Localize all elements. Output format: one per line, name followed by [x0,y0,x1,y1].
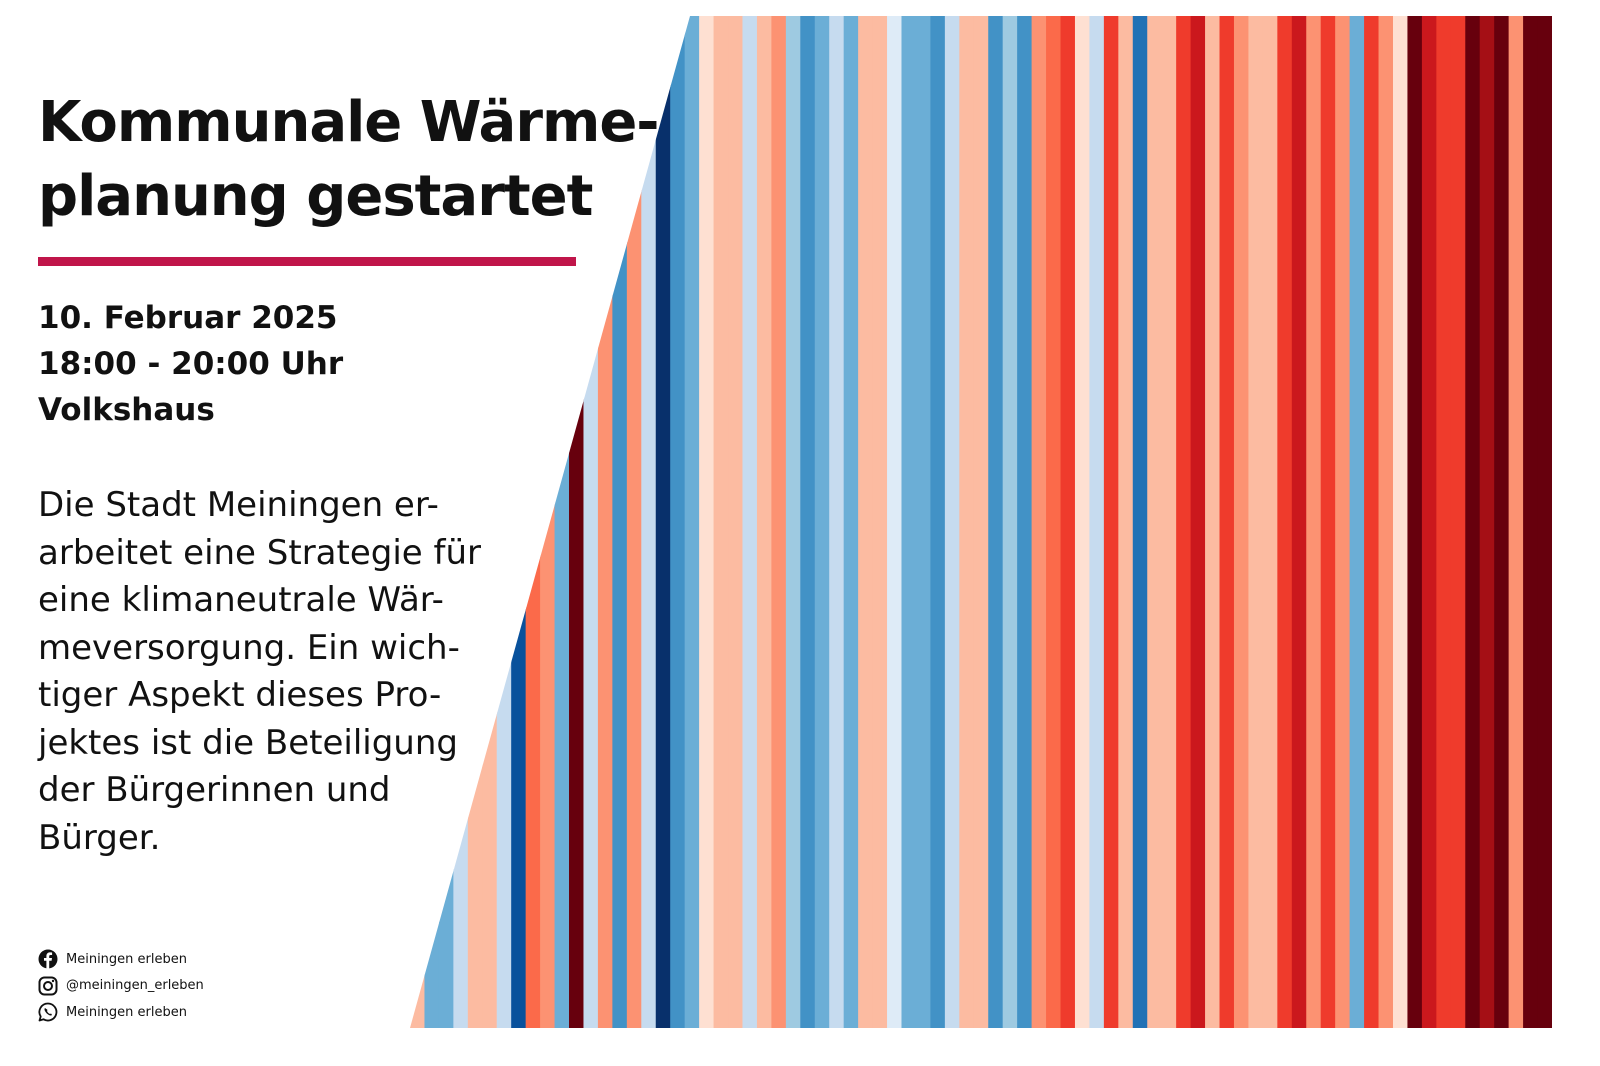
stripe [1219,16,1235,1028]
stripe [699,16,715,1028]
stripe [1523,16,1539,1028]
stripe [959,16,975,1028]
stripe [1074,16,1091,1028]
stripe [684,16,700,1028]
stripe [1190,16,1206,1028]
stripe [713,16,729,1028]
instagram-icon [38,976,58,996]
stripe [1508,16,1524,1028]
stripe [771,16,787,1028]
event-location: Volkshaus [38,392,215,428]
whatsapp-label: Meiningen erleben [66,1004,187,1020]
stripe [1306,16,1322,1028]
stripe [742,16,758,1028]
stripe [814,16,830,1028]
social-links: Meiningen erleben @meiningen_erleben Mei… [38,946,204,1026]
facebook-icon [38,949,58,969]
stripe [1002,16,1018,1028]
stripe [973,16,989,1028]
stripe [887,16,903,1028]
description: Die Stadt Meiningen er- arbeitet eine St… [38,482,481,862]
stripe [1060,16,1076,1028]
stripe [1031,16,1047,1028]
stripe [858,16,874,1028]
stripe [1436,16,1452,1028]
stripe [1248,16,1264,1028]
social-link-whatsapp[interactable]: Meiningen erleben [38,999,204,1026]
description-line: Bürger. [38,817,161,858]
accent-divider [38,257,576,266]
stripe [1320,16,1336,1028]
stripe [1364,16,1380,1028]
stripe [1378,16,1394,1028]
stripe [1161,16,1177,1028]
event-date: 10. Februar 2025 [38,300,338,336]
stripe [1392,16,1409,1028]
event-time: 18:00 - 20:00 Uhr [38,346,344,382]
description-line: tiger Aspekt dieses Pro- [38,675,442,715]
instagram-label: @meiningen_erleben [66,978,204,994]
stripe [1291,16,1307,1028]
stripe [1421,16,1437,1028]
stripe [1335,16,1351,1028]
social-link-facebook[interactable]: Meiningen erleben [38,946,204,973]
stripe [1118,16,1134,1028]
stripe [829,16,845,1028]
stripe [1494,16,1510,1028]
stripe [785,16,801,1028]
stripe [1147,16,1163,1028]
stripe [944,16,960,1028]
stripe [800,16,816,1028]
social-link-instagram[interactable]: @meiningen_erleben [38,973,204,1000]
description-line: arbeitet eine Strategie für [38,532,482,573]
stripe [1349,16,1365,1028]
description-line: eine klimaneutrale Wär- [38,580,444,620]
title-line-1: Kommunale Wärme- [38,90,660,155]
stripe [1465,16,1481,1028]
stripe [756,16,772,1028]
stripe [901,16,917,1028]
stripe [1277,16,1293,1028]
stripe [728,16,744,1028]
stripe [641,16,657,1028]
title-line-2: planung gestartet [38,164,593,229]
description-line: Die Stadt Meiningen er- [38,485,439,525]
stripe [1103,16,1119,1028]
whatsapp-icon [38,1002,58,1022]
description-line: jektes ist die Beteiligung [38,722,458,763]
stripe [626,16,642,1028]
stripe [1262,16,1278,1028]
stripe [670,16,686,1028]
stripe [1176,16,1192,1028]
stripe [930,16,946,1028]
page-title: Kommunale Wärme- planung gestartet [38,86,660,234]
description-line: meversorgung. Ein wich- [38,627,460,668]
stripe [843,16,859,1028]
stripe [1089,16,1105,1028]
stripe [915,16,932,1028]
stripe [1450,16,1466,1028]
facebook-label: Meiningen erleben [66,951,187,967]
stripe [1233,16,1250,1028]
stripe [1017,16,1033,1028]
stripe [1537,16,1552,1028]
stripe [1479,16,1495,1028]
description-line: der Bürgerinnen und [38,770,391,810]
stripe [655,16,671,1028]
event-info: 10. Februar 2025 18:00 - 20:00 Uhr Volks… [38,295,343,433]
stripe [988,16,1004,1028]
stripe [1132,16,1148,1028]
stripe [1205,16,1221,1028]
stripe [1407,16,1423,1028]
stripe [872,16,888,1028]
stripe [1046,16,1062,1028]
